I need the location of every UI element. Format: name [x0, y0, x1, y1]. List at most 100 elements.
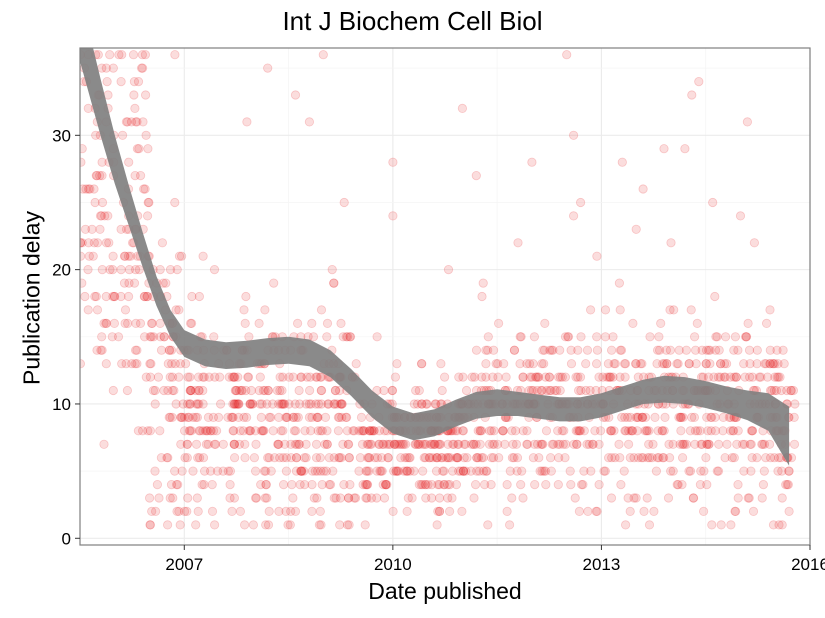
data-point	[117, 50, 127, 60]
data-point	[733, 479, 743, 490]
data-point	[689, 412, 700, 422]
data-point	[335, 520, 345, 530]
data-point	[254, 318, 264, 328]
data-point	[571, 372, 581, 382]
data-point	[166, 345, 177, 355]
data-point	[283, 520, 293, 530]
data-point	[132, 345, 142, 355]
data-point	[575, 197, 586, 208]
data-point	[122, 117, 133, 127]
data-point	[746, 466, 756, 476]
data-point	[643, 453, 653, 463]
data-point	[573, 385, 584, 396]
data-point	[142, 291, 152, 302]
data-point	[392, 359, 402, 369]
data-point	[471, 439, 481, 449]
data-point	[501, 372, 511, 382]
data-point	[317, 479, 327, 490]
data-point	[274, 506, 284, 516]
data-point	[166, 479, 177, 490]
data-point	[329, 453, 339, 463]
data-point	[631, 412, 641, 422]
data-point	[309, 493, 319, 503]
data-point	[581, 385, 591, 396]
data-point	[183, 372, 193, 382]
data-point	[225, 466, 235, 476]
data-point	[416, 479, 426, 490]
data-point	[701, 359, 711, 369]
data-point	[475, 426, 485, 436]
data-point	[427, 493, 437, 503]
data-point	[182, 453, 192, 463]
data-point	[778, 345, 788, 355]
data-point	[174, 372, 184, 382]
data-point	[320, 439, 330, 449]
data-point	[615, 305, 625, 315]
data-point	[361, 479, 371, 490]
data-point	[617, 157, 627, 167]
data-point	[772, 345, 782, 355]
data-point	[103, 211, 113, 221]
data-point	[288, 372, 298, 382]
data-point	[137, 50, 147, 60]
data-point	[719, 372, 729, 382]
data-point	[151, 506, 161, 516]
data-point	[394, 439, 404, 449]
data-point	[381, 479, 391, 490]
data-point	[657, 426, 668, 436]
data-point	[360, 479, 370, 490]
data-point	[157, 238, 167, 248]
data-point	[453, 439, 463, 449]
data-point	[282, 412, 292, 422]
data-point	[80, 278, 87, 288]
data-point	[706, 426, 716, 436]
data-point	[483, 332, 493, 342]
data-point	[247, 399, 257, 409]
data-point	[367, 426, 377, 436]
data-point	[573, 426, 583, 436]
data-point	[536, 439, 546, 449]
data-point	[224, 372, 234, 382]
data-point	[433, 506, 443, 516]
data-point	[129, 90, 139, 100]
data-point	[457, 103, 467, 114]
data-point	[512, 453, 523, 463]
data-point	[246, 385, 256, 396]
data-point	[421, 399, 431, 409]
data-point	[477, 426, 487, 436]
data-point	[786, 385, 796, 396]
data-point	[399, 466, 409, 476]
data-point	[290, 506, 301, 516]
data-point	[284, 399, 294, 409]
data-point	[241, 385, 251, 396]
data-point	[454, 466, 464, 476]
data-point	[675, 412, 685, 422]
data-point	[658, 453, 668, 463]
data-point	[456, 466, 466, 476]
data-point	[234, 439, 245, 449]
data-point	[541, 479, 551, 490]
data-point	[124, 278, 134, 288]
data-point	[341, 412, 351, 422]
data-point	[592, 251, 602, 261]
data-point	[688, 493, 699, 503]
data-point	[92, 305, 103, 315]
data-point	[129, 278, 140, 288]
data-point	[120, 305, 131, 315]
data-point	[195, 426, 205, 436]
data-point	[187, 291, 197, 302]
data-point	[128, 50, 139, 60]
data-point	[183, 399, 193, 409]
data-point	[419, 453, 429, 463]
data-point	[327, 264, 337, 275]
data-point	[367, 426, 377, 436]
data-point	[773, 359, 783, 369]
data-point	[338, 332, 348, 342]
data-point	[383, 453, 393, 463]
data-point	[278, 426, 288, 436]
data-point	[316, 520, 326, 530]
data-point	[356, 412, 367, 422]
data-point	[413, 439, 424, 449]
data-point	[472, 453, 482, 463]
data-point	[175, 359, 185, 369]
